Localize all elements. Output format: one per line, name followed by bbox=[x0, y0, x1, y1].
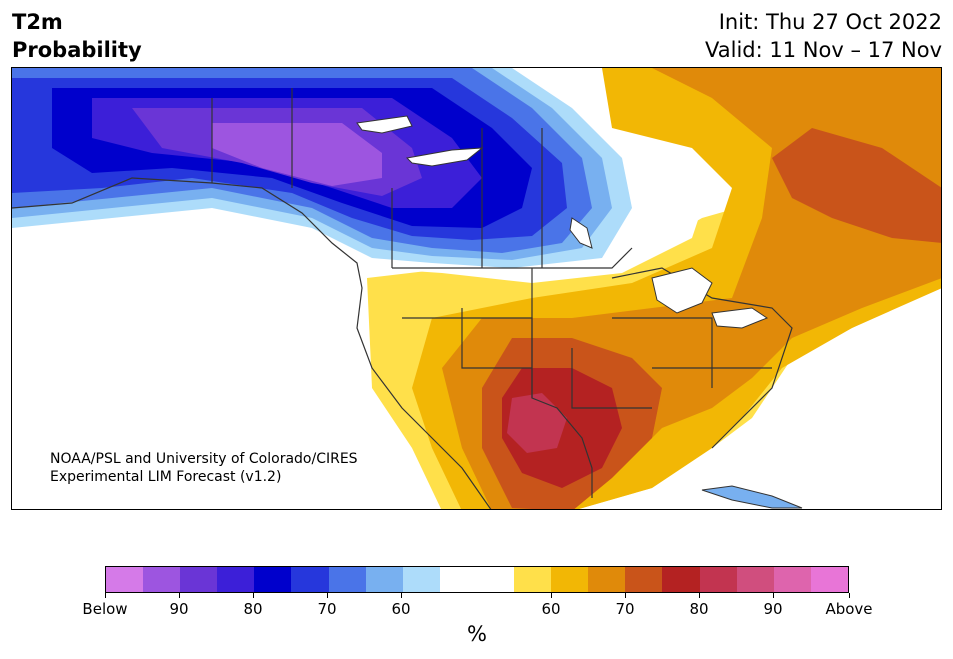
colorbar-swatch bbox=[588, 567, 626, 592]
cuba-island bbox=[701, 485, 803, 509]
colorbar-swatch bbox=[736, 567, 774, 592]
colorbar-swatch bbox=[254, 567, 292, 592]
colorbar-unit: % bbox=[467, 622, 487, 646]
colorbar-tick-label: 60 bbox=[391, 600, 411, 618]
forecast-dates: Init: Thu 27 Oct 2022 Valid: 11 Nov – 17… bbox=[705, 8, 942, 64]
colorbar-tick bbox=[179, 593, 180, 598]
colorbar-tick-label: 70 bbox=[317, 600, 337, 618]
colorbar-swatch bbox=[143, 567, 181, 592]
warm-zone-85 bbox=[507, 393, 567, 453]
colorbar-swatch bbox=[106, 567, 144, 592]
colorbar-swatch bbox=[810, 567, 848, 592]
great-lakes bbox=[356, 115, 769, 329]
init-date: Init: Thu 27 Oct 2022 bbox=[718, 10, 942, 34]
colorbar-tick-label: 60 bbox=[541, 600, 561, 618]
colorbar-swatch bbox=[662, 567, 700, 592]
credit-line-1: NOAA/PSL and University of Colorado/CIRE… bbox=[50, 451, 358, 467]
colorbar-swatch bbox=[365, 567, 403, 592]
colorbar-tick-label: Above bbox=[825, 600, 873, 618]
colorbar-tick bbox=[699, 593, 700, 598]
coastlines bbox=[12, 88, 793, 509]
credit-text: NOAA/PSL and University of Colorado/CIRE… bbox=[50, 450, 358, 486]
credit-line-2: Experimental LIM Forecast (v1.2) bbox=[50, 469, 282, 485]
colorbar-swatch bbox=[180, 567, 218, 592]
colorbar-swatch bbox=[514, 567, 552, 592]
colorbar-swatch bbox=[402, 567, 440, 592]
colorbar-tick-label: 80 bbox=[689, 600, 709, 618]
colorbar-tick bbox=[327, 593, 328, 598]
colorbar-swatch bbox=[699, 567, 737, 592]
colorbar-swatch bbox=[291, 567, 329, 592]
title-line-1: T2m bbox=[12, 10, 63, 34]
colorbar-swatch bbox=[328, 567, 366, 592]
colorbar-tick-label: 90 bbox=[763, 600, 783, 618]
colorbar-tick-label: Below bbox=[82, 600, 128, 618]
colorbar-swatch bbox=[217, 567, 255, 592]
colorbar-tick bbox=[105, 593, 106, 598]
map-svg bbox=[12, 68, 941, 509]
colorbar-tick bbox=[253, 593, 254, 598]
warm-zone-75b bbox=[772, 128, 941, 243]
valid-range: Valid: 11 Nov – 17 Nov bbox=[705, 38, 942, 62]
colorbar-tick-label: 70 bbox=[615, 600, 635, 618]
colorbar-tick bbox=[773, 593, 774, 598]
colorbar-tick bbox=[849, 593, 850, 598]
colorbar-tick-label: 80 bbox=[243, 600, 263, 618]
cold-zone-95 bbox=[212, 123, 382, 186]
colorbar bbox=[105, 566, 849, 593]
colorbar-tick bbox=[401, 593, 402, 598]
map-title: T2m Probability bbox=[12, 8, 142, 64]
title-line-2: Probability bbox=[12, 38, 142, 62]
colorbar-swatch bbox=[551, 567, 589, 592]
colorbar-tick bbox=[625, 593, 626, 598]
colorbar-swatch bbox=[625, 567, 663, 592]
colorbar-swatch bbox=[439, 567, 477, 592]
colorbar-tick-label: 90 bbox=[169, 600, 189, 618]
forecast-map: NOAA/PSL and University of Colorado/CIRE… bbox=[11, 67, 942, 510]
colorbar-swatch bbox=[476, 567, 515, 592]
colorbar-tick bbox=[551, 593, 552, 598]
colorbar-swatch bbox=[773, 567, 811, 592]
